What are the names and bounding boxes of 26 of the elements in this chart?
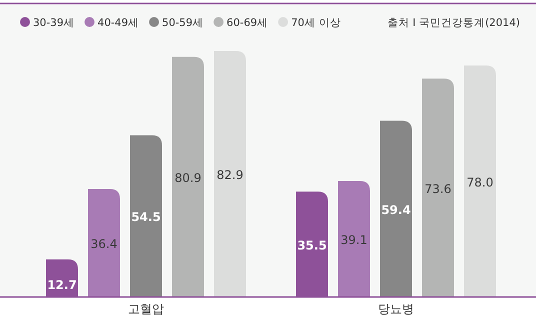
x-tick-label: 고혈압 (128, 302, 164, 316)
x-tick-label: 당뇨병 (378, 302, 414, 316)
bar (338, 180, 370, 297)
bar (422, 78, 454, 297)
data-label: 80.9 (174, 170, 202, 185)
data-label: 12.7 (47, 278, 77, 292)
legend-label: 40-49세 (98, 17, 140, 29)
data-label: 39.1 (340, 232, 368, 247)
bar (88, 188, 120, 297)
bar (172, 56, 204, 297)
data-label: 54.5 (131, 210, 161, 224)
data-label: 78.0 (466, 175, 494, 190)
data-label: 59.4 (381, 202, 411, 217)
bar (380, 120, 412, 297)
bar (130, 135, 162, 297)
legend-label: 70세 이상 (291, 17, 341, 29)
source-note: 출처 I 국민건강통계(2014) (387, 17, 520, 29)
data-label: 35.5 (297, 238, 327, 252)
data-label: 82.9 (216, 168, 244, 182)
bar (214, 51, 246, 297)
data-label: 36.4 (90, 236, 118, 251)
bar (464, 66, 496, 297)
legend-label: 30-39세 (33, 17, 75, 29)
legend-label: 50-59세 (162, 17, 204, 29)
legend-label: 60-69세 (226, 17, 268, 29)
data-label: 73.6 (424, 182, 452, 196)
